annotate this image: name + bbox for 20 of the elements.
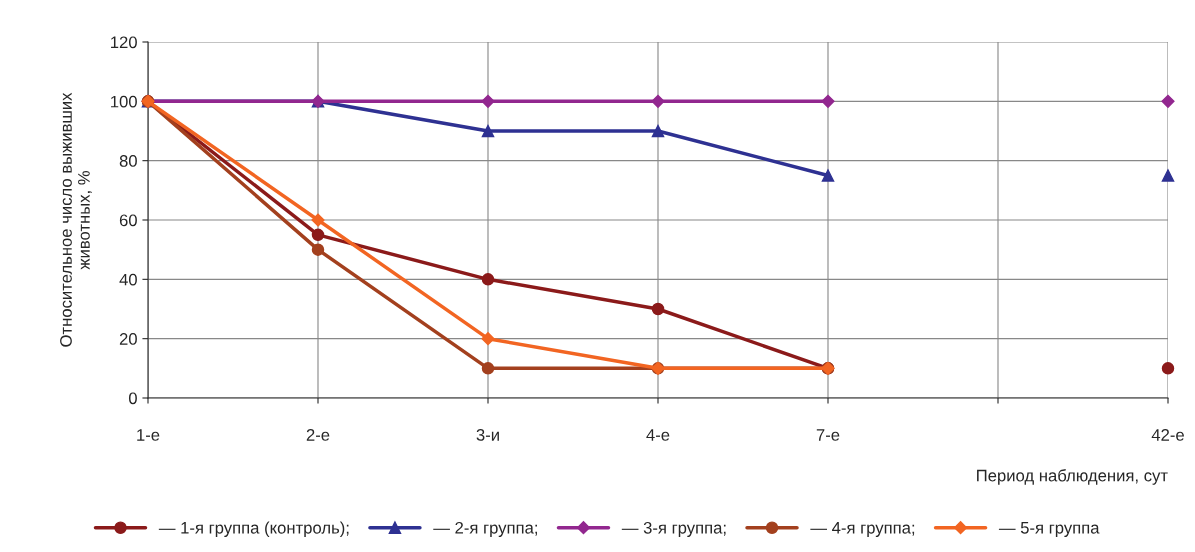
y-tick-label: 80 xyxy=(119,155,137,167)
legend-label: — 4-я группа; xyxy=(810,522,915,537)
y-tick-label: 40 xyxy=(119,273,137,286)
y-tick-label: 120 xyxy=(111,36,137,49)
y-tick-label: 60 xyxy=(119,214,137,227)
y-tick-label: 20 xyxy=(119,333,137,345)
y-tick-label: 100 xyxy=(111,95,137,108)
x-axis-title: Период наблюдения, сут xyxy=(977,469,1168,485)
legend-label: — 2-я группа; xyxy=(433,521,537,537)
x-tick-label: 1-е xyxy=(137,429,160,441)
y-tick-label: 0 xyxy=(128,392,137,405)
x-tick-label: 2-е xyxy=(306,429,330,441)
legend-label: — 3-я группа; xyxy=(621,521,726,537)
legend-label: — 1-я группа (контроль); xyxy=(158,521,349,537)
x-tick-label: 7-е xyxy=(816,429,840,441)
x-tick-label: 4-е xyxy=(646,429,670,441)
x-tick-label: 42-е xyxy=(1151,429,1184,441)
y-axis-title: Относительное число выживших животных, % xyxy=(60,92,92,347)
legend-label: — 5-я группа xyxy=(998,522,1100,537)
x-tick-label: 3-и xyxy=(476,429,499,441)
